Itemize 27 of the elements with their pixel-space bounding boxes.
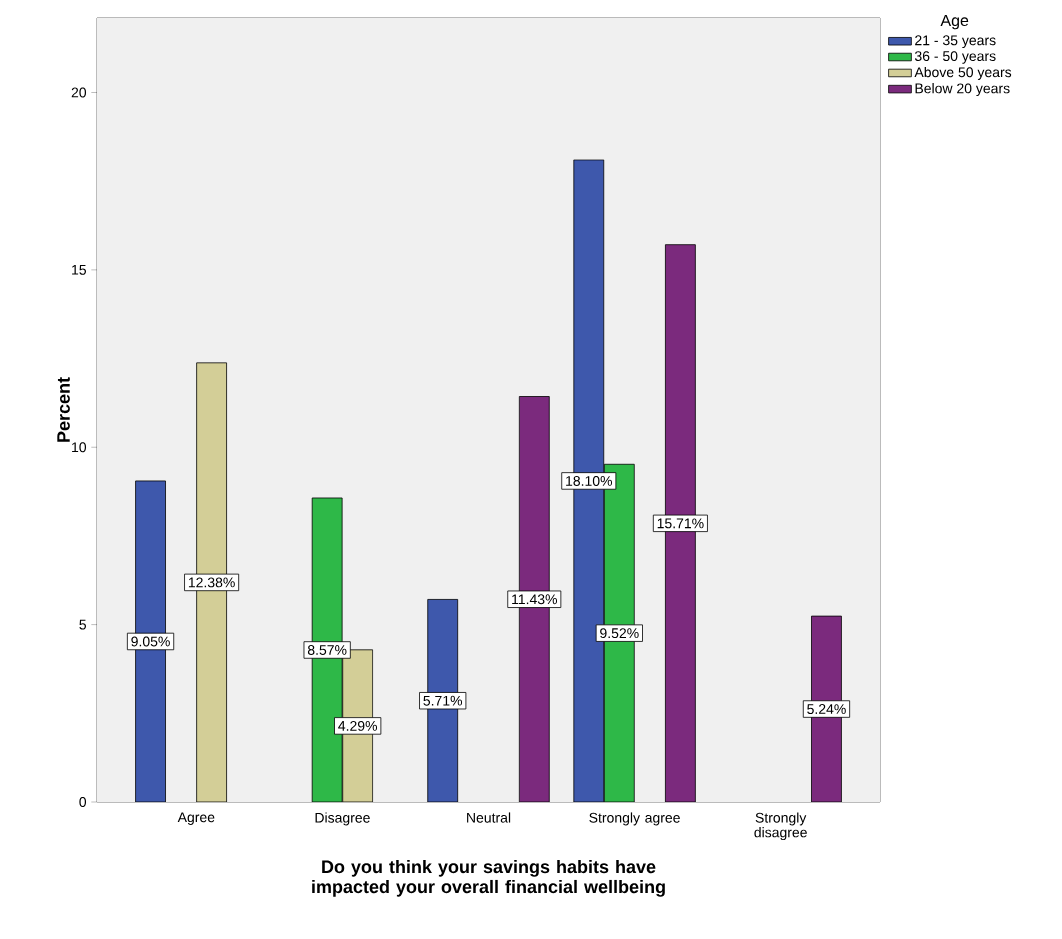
- legend-label: Above 50 years: [914, 66, 1012, 80]
- legend-title: Age: [940, 14, 969, 30]
- data-label: 9.52%: [600, 628, 639, 639]
- data-label: 18.10%: [566, 476, 613, 486]
- y-tick-label: 20: [71, 87, 87, 98]
- y-tick-label: 0: [79, 797, 87, 807]
- data-label: 11.43%: [512, 594, 558, 605]
- y-tick-label: 5: [79, 619, 87, 630]
- data-label: 15.71%: [657, 518, 704, 529]
- x-tick-label: Neutral: [467, 812, 511, 823]
- data-label: 5.71%: [423, 695, 463, 706]
- y-tick-label: 15: [72, 265, 87, 275]
- y-axis-title: Percent: [57, 377, 70, 442]
- data-label: 5.24%: [807, 704, 846, 715]
- legend-label: 21 - 35 years: [915, 35, 996, 49]
- x-tick-label: Strongly agree: [589, 812, 680, 826]
- data-label: 8.57%: [307, 645, 347, 655]
- legend-label: Below 20 years: [915, 83, 1010, 97]
- x-tick-label: Disagree: [315, 812, 370, 826]
- x-tick-label: Strongly disagree: [754, 812, 807, 841]
- data-label: 12.38%: [188, 577, 235, 588]
- x-axis-title: Do you think your savings habits have impacted your overall financial wellbeing: [312, 859, 665, 897]
- y-tick-label: 10: [72, 442, 87, 453]
- data-label: 9.05%: [131, 636, 170, 647]
- x-tick-label: Agree: [177, 812, 215, 825]
- legend-label: 36 - 50 years: [914, 51, 996, 64]
- data-label: 4.29%: [338, 720, 378, 731]
